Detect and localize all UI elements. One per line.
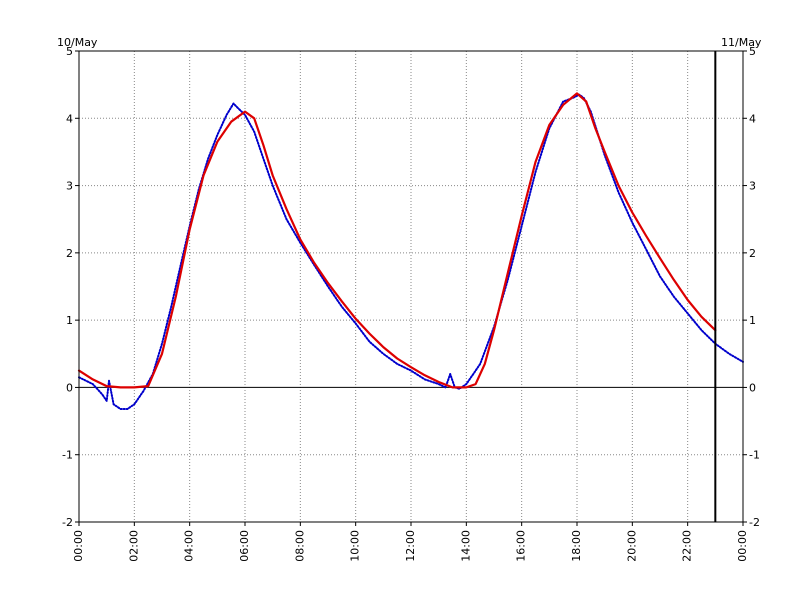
y-tick-label-right: 2 <box>749 247 756 260</box>
y-tick-label-left: 0 <box>66 381 73 394</box>
tick-layer: 00:00 02:00 04:00 06:00 08:00 10:00 12:00 14:00… <box>62 45 760 562</box>
y-tick-label-left: 4 <box>66 112 73 125</box>
x-tick-label: 22:00 <box>681 530 694 562</box>
date-label-right: 11/May <box>721 36 762 49</box>
x-tick-label: 20:00 <box>625 530 638 562</box>
y-tick-label-left: 5 <box>66 45 73 58</box>
y-tick-label-left: -2 <box>62 516 73 529</box>
y-tick-label-left: 3 <box>66 180 73 193</box>
x-tick-label: 14:00 <box>459 530 472 562</box>
y-tick-label-right: -1 <box>749 449 760 462</box>
y-tick-label-left: 1 <box>66 314 73 327</box>
date-label-left: 10/May <box>57 36 98 49</box>
y-tick-label-left: 2 <box>66 247 73 260</box>
x-tick-label: 04:00 <box>183 530 196 562</box>
x-tick-label: 10:00 <box>349 530 362 562</box>
series-line-solid <box>77 92 717 389</box>
y-tick-label-right: 1 <box>749 314 756 327</box>
y-tick-label-right: 3 <box>749 180 756 193</box>
series-layer <box>77 92 744 410</box>
x-tick-label: 12:00 <box>404 530 417 562</box>
y-tick-label-left: -1 <box>62 449 73 462</box>
x-tick-label: 06:00 <box>238 530 251 562</box>
x-tick-label: 00:00 <box>72 530 85 562</box>
y-tick-label-right: -2 <box>749 516 760 529</box>
x-tick-label: 08:00 <box>293 530 306 562</box>
y-tick-label-right: 5 <box>749 45 756 58</box>
grid <box>79 51 743 522</box>
x-tick-label: 16:00 <box>515 530 528 562</box>
x-tick-label: 00:00 <box>736 530 749 562</box>
y-tick-label-right: 4 <box>749 112 756 125</box>
x-tick-label: 02:00 <box>127 530 140 562</box>
y-tick-label-right: 0 <box>749 381 756 394</box>
x-tick-label: 18:00 <box>570 530 583 562</box>
